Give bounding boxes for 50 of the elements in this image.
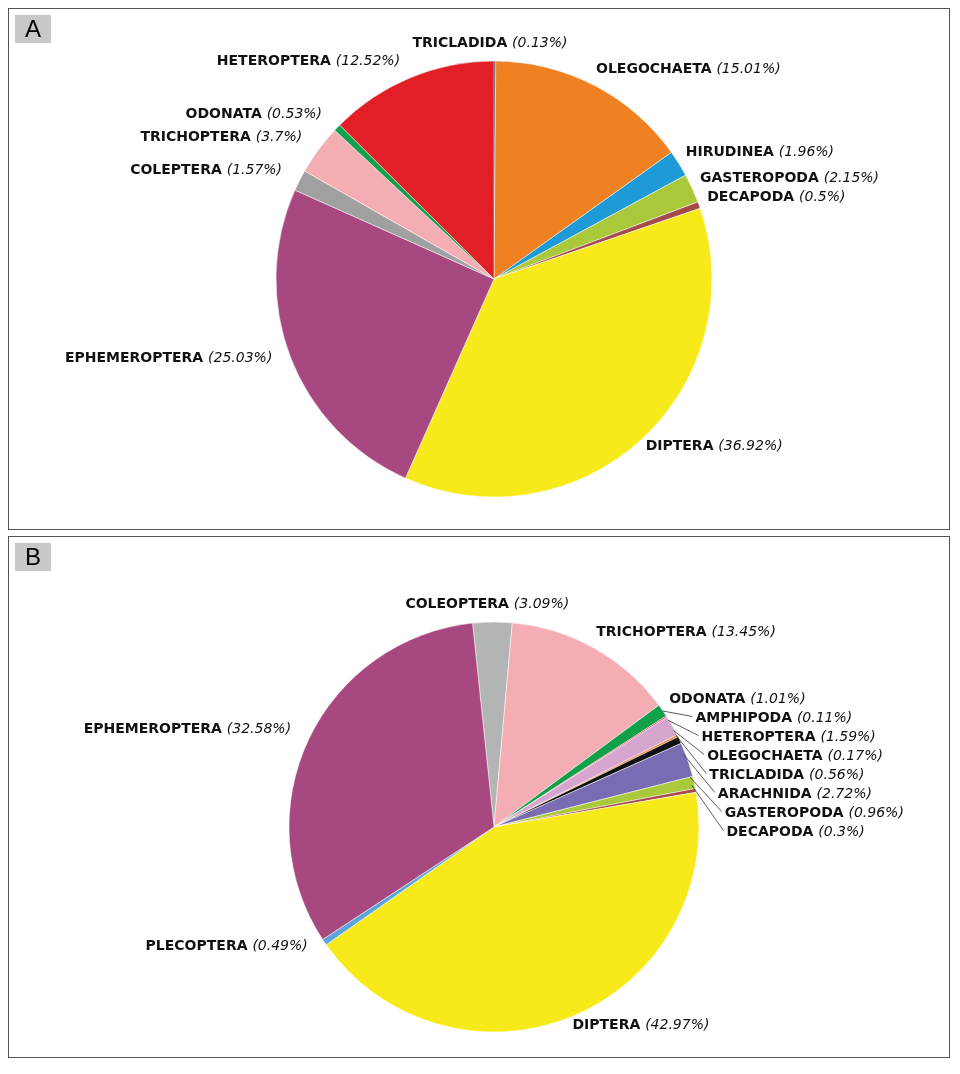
data-label: (0.17%) xyxy=(827,746,883,763)
slice-label: TRICLADIDA xyxy=(709,765,810,782)
chart-title: B xyxy=(15,543,52,571)
data-label: (2.15%) xyxy=(823,169,880,186)
slice-label: GASTEROPODA xyxy=(699,169,824,186)
data-label: (0.96%) xyxy=(848,803,904,820)
slice-label: DIPTERA xyxy=(572,1016,646,1033)
data-label: (1.01%) xyxy=(750,689,806,706)
data-label: (0.49%) xyxy=(252,937,308,953)
slice-label: PLECOPTERA xyxy=(145,937,253,953)
slice-label: EPHEMEROPTERA xyxy=(83,720,227,737)
data-label: (1.96%) xyxy=(778,143,835,160)
slice-label: DECAPODA xyxy=(707,188,800,205)
slice-label: OLEGOCHAETA xyxy=(707,746,828,763)
data-label: (2.72%) xyxy=(816,784,872,801)
slice-label: ARACHNIDA xyxy=(717,784,817,801)
slice-label: AMPHIPODA xyxy=(695,708,797,725)
slice-label: HETEROPTERA xyxy=(216,51,336,68)
data-label: (36.92%) xyxy=(718,437,783,454)
data-label: (13.45%) xyxy=(711,623,776,640)
data-label: (32.58%) xyxy=(226,720,292,737)
data-label: (1.59%) xyxy=(820,727,876,744)
slice-label: ODONATA xyxy=(185,104,267,121)
data-label: (3.7%) xyxy=(255,128,303,145)
data-label: (15.01%) xyxy=(716,60,781,77)
data-label: (0.13%) xyxy=(512,34,568,50)
slice-label: TRICHOPTERA xyxy=(596,623,712,640)
slice-label: DECAPODA xyxy=(726,822,819,839)
data-label: (0.3%) xyxy=(818,822,865,839)
slice-label: EPHEMEROPTERA xyxy=(64,349,209,366)
slice-label: OLEGOCHAETA xyxy=(596,60,717,77)
data-label: (0.53%) xyxy=(266,104,323,121)
data-label: (12.52%) xyxy=(335,51,401,68)
chart-title: A xyxy=(15,15,52,43)
data-label: (1.57%) xyxy=(226,161,283,178)
slice-label: ODONATA xyxy=(669,689,751,706)
slice-label: DIPTERA xyxy=(645,437,719,454)
slice-label: TRICLADIDA xyxy=(412,34,513,50)
slice-label: HIRUDINEA xyxy=(685,143,779,160)
slice-label: TRICHOPTERA xyxy=(140,128,256,145)
data-label: (42.97%) xyxy=(645,1016,710,1033)
data-label: (0.11%) xyxy=(796,708,853,725)
data-label: (25.03%) xyxy=(208,349,273,366)
slice-label: COLEPTERA xyxy=(130,161,227,178)
slice-label: GASTEROPODA xyxy=(724,803,849,820)
data-label: (0.5%) xyxy=(799,188,846,205)
data-label: (3.09%) xyxy=(513,595,570,612)
data-label: (0.56%) xyxy=(809,765,865,782)
slice-label: HETEROPTERA xyxy=(701,727,821,744)
slice-label: COLEOPTERA xyxy=(405,595,514,612)
